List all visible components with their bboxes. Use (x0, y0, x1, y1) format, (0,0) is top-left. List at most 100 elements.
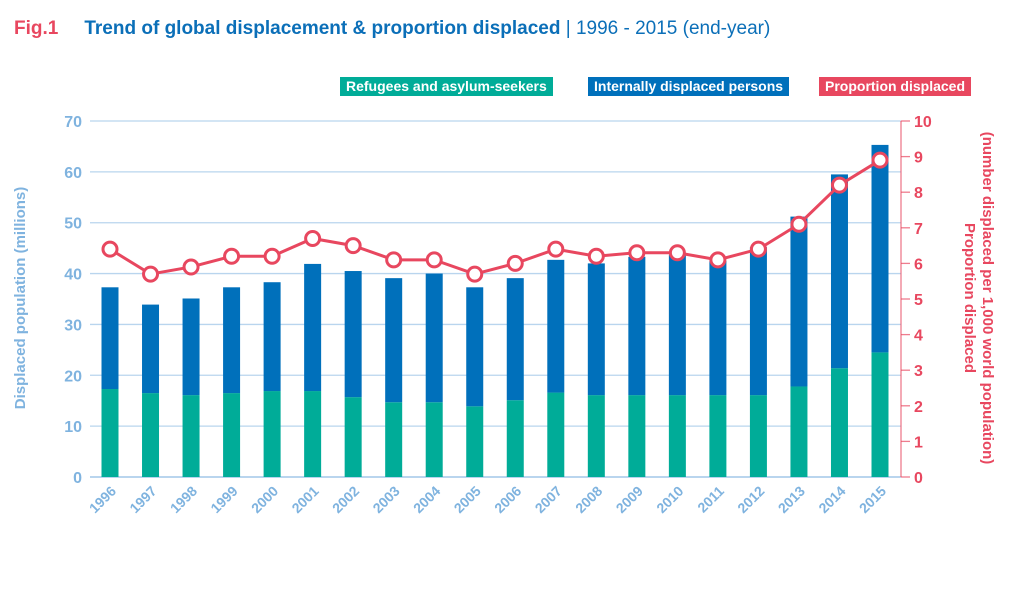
x-tick-label: 2002 (329, 483, 362, 516)
y-axis-label: Displaced population (millions) (12, 187, 29, 410)
proportion-point (182, 258, 200, 276)
x-tick-label: 2009 (613, 483, 646, 516)
bar-refugees (749, 395, 767, 477)
x-tick-label: 2012 (734, 483, 767, 516)
y-tick-label: 60 (64, 165, 82, 182)
legend-idp: Internally displaced persons (588, 77, 790, 96)
x-tick-label: 2000 (248, 483, 281, 516)
y2-tick-label: 8 (914, 185, 923, 202)
bar-idp (749, 247, 767, 396)
x-tick-label: 2008 (572, 483, 605, 516)
proportion-point (547, 240, 565, 258)
x-tick-label: 2004 (410, 483, 443, 516)
bar-refugees (466, 406, 484, 477)
bar-refugees (304, 391, 322, 477)
bar-idp (587, 263, 605, 396)
y2-tick-label: 6 (914, 256, 923, 273)
bar-refugees (344, 397, 362, 477)
x-tick-label: 2014 (815, 483, 848, 516)
x-tick-label: 2010 (653, 483, 686, 516)
y2-axis-label-sub: (number displaced per 1,000 world popula… (979, 132, 996, 465)
title-subtitle: | 1996 - 2015 (end-year) (565, 18, 771, 39)
bar-refugees (709, 395, 727, 477)
proportion-point (668, 244, 686, 262)
y2-tick-label: 1 (914, 434, 923, 451)
y-tick-label: 40 (64, 267, 82, 284)
bar-idp (506, 278, 524, 401)
proportion-point (223, 247, 241, 265)
x-tick-label: 1996 (86, 483, 119, 516)
proportion-point (587, 247, 605, 265)
bar-refugees (385, 402, 403, 477)
bar-idp (223, 287, 241, 394)
bar-refugees (628, 395, 646, 477)
x-tick-label: 2013 (775, 483, 808, 516)
bar-idp (830, 174, 848, 369)
chart-title: Fig.1 Trend of global displacement & prop… (14, 18, 770, 40)
legend-refugees: Refugees and asylum-seekers (340, 77, 553, 96)
bar-idp (709, 260, 727, 396)
proportion-point (466, 265, 484, 283)
bar-refugees (830, 368, 848, 477)
bar-idp (304, 263, 322, 392)
x-tick-label: 2011 (694, 483, 727, 516)
proportion-point (830, 176, 848, 194)
bar-refugees (506, 400, 524, 477)
x-tick-label: 2007 (532, 483, 565, 516)
bar-refugees (587, 395, 605, 477)
bar-refugees (790, 386, 808, 477)
bar-idp (668, 254, 686, 396)
bar-refugees (547, 392, 565, 477)
bar-idp (263, 282, 281, 392)
bar-refugees (668, 395, 686, 477)
proportion-point (142, 265, 160, 283)
bar-idp (101, 287, 119, 390)
y2-tick-label: 5 (914, 292, 923, 309)
bar-idp (628, 256, 646, 396)
bar-refugees (263, 391, 281, 477)
legend-proportion: Proportion displaced (819, 77, 972, 96)
y2-tick-label: 3 (914, 363, 923, 380)
proportion-point (101, 240, 119, 258)
y-tick-label: 50 (64, 216, 82, 233)
bar-idp (871, 144, 889, 353)
bar-refugees (182, 395, 200, 477)
bar-idp (790, 216, 808, 387)
x-tick-label: 2015 (856, 483, 889, 516)
bar-idp (344, 271, 362, 398)
y-tick-label: 70 (64, 114, 82, 131)
bar-idp (547, 259, 565, 393)
proportion-point (709, 251, 727, 269)
bar-refugees (223, 393, 241, 477)
x-tick-label: 2006 (491, 483, 524, 516)
x-tick-label: 2001 (288, 483, 321, 516)
bar-idp (385, 278, 403, 403)
bar-refugees (101, 389, 119, 477)
y-tick-label: 0 (73, 470, 82, 487)
bar-refugees (425, 402, 443, 477)
bar-idp (182, 298, 200, 396)
bar-refugees (871, 352, 889, 477)
y2-tick-label: 2 (914, 399, 923, 416)
y-tick-label: 30 (64, 317, 82, 334)
title-main: Trend of global displacement & proportio… (84, 18, 561, 39)
x-tick-label: 2003 (369, 483, 402, 516)
proportion-point (749, 240, 767, 258)
proportion-point (628, 244, 646, 262)
proportion-point (385, 251, 403, 269)
proportion-point (263, 247, 281, 265)
proportion-point (790, 215, 808, 233)
bar-refugees (142, 393, 160, 477)
y2-tick-label: 10 (914, 114, 932, 131)
y2-tick-label: 0 (914, 470, 923, 487)
proportion-point (506, 254, 524, 272)
y2-tick-label: 4 (914, 328, 923, 345)
proportion-point (344, 237, 362, 255)
x-tick-label: 1999 (207, 483, 240, 516)
bar-idp (142, 304, 160, 394)
bar-idp (466, 287, 484, 407)
x-tick-label: 2005 (451, 483, 484, 516)
bar-idp (425, 273, 443, 403)
